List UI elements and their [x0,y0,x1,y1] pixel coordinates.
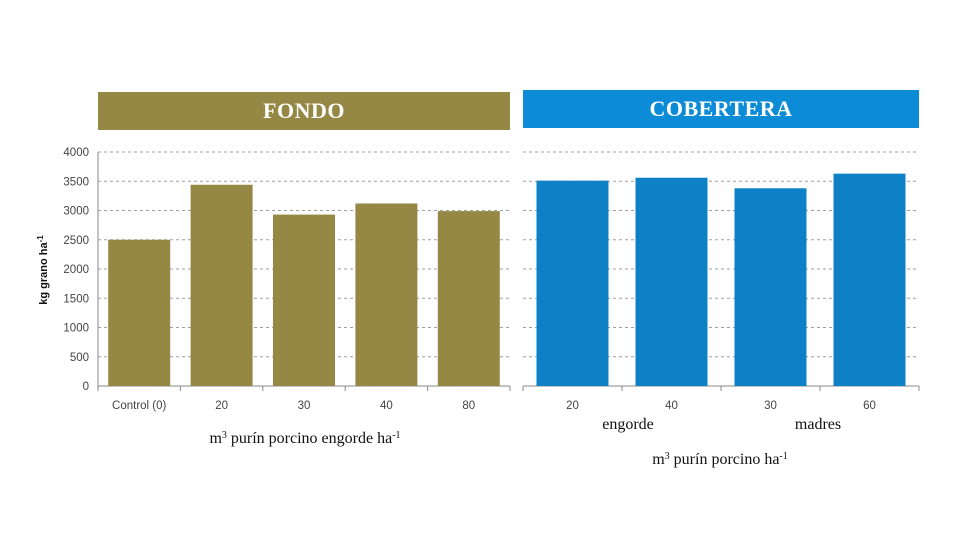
cobertera-group-label: madres [795,416,841,433]
y-tick-label: 4000 [63,147,89,159]
cobertera-category-label: 40 [665,400,678,412]
cobertera-bar-0 [536,180,609,386]
y-tick-label: 0 [83,381,89,393]
cobertera-category-label: 30 [764,400,777,412]
fondo-category-label: 40 [380,400,393,412]
x-axis-title-left: m3 purín porcino engorde ha-1 [209,430,400,448]
cobertera-bar-1 [635,177,708,386]
cobertera-bar-2 [734,188,807,386]
fondo-banner-label: FONDO [263,98,345,123]
fondo-category-label: 80 [462,400,475,412]
cobertera-category-label: 60 [863,400,876,412]
y-tick-label: 1500 [63,293,89,305]
fondo-category-label: Control (0) [112,400,166,412]
cobertera-banner-label: COBERTERA [649,96,793,121]
cobertera-bar-3 [833,173,906,386]
fondo-bar-2 [273,214,335,386]
y-tick-label: 500 [70,352,89,364]
fondo-bar-4 [437,211,500,386]
fondo-category-label: 20 [215,400,228,412]
y-tick-label: 1000 [63,323,89,335]
y-axis-title: kg grano ha-1 [36,235,50,305]
tick-labels: 0 500 1000 1500 2000 2500 3000 3500 4000 Control … [63,147,875,433]
bars [108,173,906,386]
y-tick-label: 2000 [63,264,89,276]
fondo-banner: FONDO [98,92,510,130]
fondo-bar-0 [108,239,171,386]
y-tick-label: 2500 [63,235,89,247]
x-axis-title-right: m3 purín porcino ha-1 [652,451,788,469]
fondo-bar-3 [355,203,418,386]
cobertera-group-label: engorde [602,416,654,433]
cobertera-category-label: 20 [566,400,579,412]
fondo-category-label: 30 [298,400,311,412]
y-tick-label: 3000 [63,206,89,218]
fondo-bar-1 [190,184,253,386]
y-tick-label: 3500 [63,176,89,188]
cobertera-banner: COBERTERA [523,90,919,128]
